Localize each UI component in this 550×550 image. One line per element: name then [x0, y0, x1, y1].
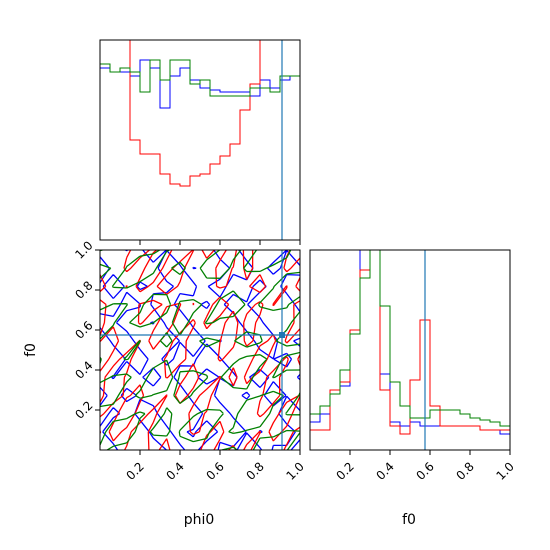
phi0-f0-contour-panel: 0.2 0.4 0.6 0.8 1.0 0.2 0.4 0.6 0.8 1.0 [72, 238, 307, 483]
contour-green-level-0 [100, 250, 300, 450]
f0-hist-x-tick-label: 0.6 [413, 459, 436, 482]
f0-hist-x-tick-label: 0.8 [453, 459, 476, 482]
y-axis-label-f0: f0 [23, 343, 39, 357]
phi0-hist-red [100, 40, 300, 240]
f0-hist-x-tick-label: 0.4 [373, 459, 396, 482]
f0-hist-green [310, 250, 510, 450]
contour-green-level-1 [100, 250, 300, 450]
phi0-hist-green [100, 59, 300, 240]
joint-truth-marker [279, 332, 285, 338]
joint-y-tick-label: 0.8 [72, 278, 95, 301]
joint-x-tick-label: 0.8 [243, 459, 266, 482]
f0-hist-x-tick-label: 1.0 [493, 459, 516, 482]
f0-histogram-panel: 0.2 0.4 0.6 0.8 1.0 [309, 249, 517, 483]
joint-x-tick-label: 1.0 [283, 459, 306, 482]
phi0-histogram-panel [99, 39, 301, 245]
joint-y-tick-label: 0.2 [72, 398, 95, 421]
phi0-hist-frame [99, 39, 301, 241]
joint-frame [99, 249, 301, 451]
f0-hist-x-tick-label: 0.2 [333, 459, 356, 482]
f0-hist-frame [309, 249, 511, 451]
joint-x-tick-label: 0.6 [203, 459, 226, 482]
joint-y-tick-label: 0.6 [72, 318, 95, 341]
joint-y-tick-label: 0.4 [72, 358, 95, 381]
contour-blue-level-0 [100, 250, 300, 450]
x-axis-label-f0: f0 [402, 512, 416, 528]
joint-y-tick-label: 1.0 [72, 238, 95, 261]
contour-red-level-0 [100, 250, 300, 450]
joint-x-tick-label: 0.2 [123, 459, 146, 482]
joint-x-tick-label: 0.4 [163, 459, 186, 482]
x-axis-label-phi0: phi0 [184, 512, 215, 528]
